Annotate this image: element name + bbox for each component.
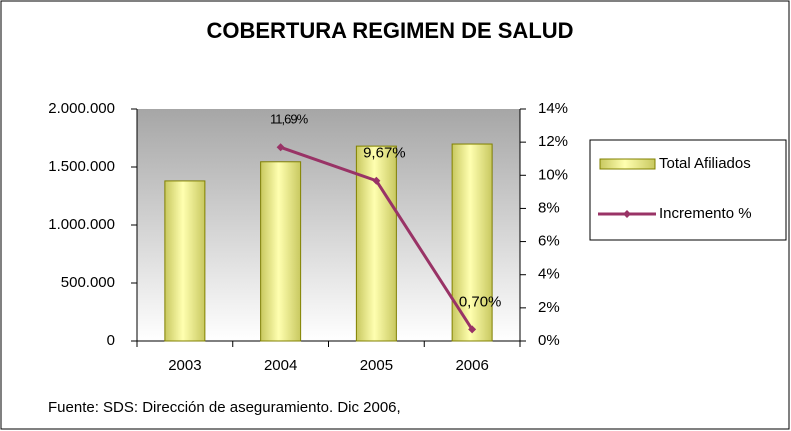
y2-tick-label: 6%	[538, 233, 560, 250]
y2-tick-label: 8%	[538, 199, 560, 216]
y2-tick-label: 10%	[538, 166, 568, 183]
y-tick-label: 0	[107, 332, 115, 349]
source-note: Fuente: SDS: Dirección de aseguramiento.…	[48, 399, 401, 416]
data-label: 0,70%	[459, 293, 502, 310]
legend-box	[589, 139, 787, 241]
x-tick-label: 2004	[264, 357, 297, 374]
bar	[164, 180, 206, 342]
marker	[468, 325, 477, 334]
marker	[276, 143, 285, 152]
x-tick-label: 2006	[455, 357, 488, 374]
y-tick-label: 500.000	[61, 274, 115, 291]
data-label: 9,67%	[363, 145, 406, 162]
y2-tick-label: 12%	[538, 133, 568, 150]
y-tick-label: 2.000.000	[48, 100, 115, 117]
y2-tick-label: 2%	[538, 299, 560, 316]
legend-label: Incremento %	[659, 205, 752, 222]
y2-tick-label: 4%	[538, 266, 560, 283]
bar	[260, 161, 302, 342]
y-tick-label: 1.500.000	[48, 158, 115, 175]
y2-tick-label: 0%	[538, 332, 560, 349]
chart-title: COBERTURA REGIMEN DE SALUD	[206, 18, 573, 43]
legend-marker	[623, 210, 631, 218]
marker	[372, 176, 381, 185]
x-tick-label: 2003	[168, 357, 201, 374]
x-tick-label: 2005	[360, 357, 393, 374]
legend-label: Total Afiliados	[659, 155, 751, 172]
legend-swatch	[599, 158, 656, 170]
y2-tick-label: 14%	[538, 100, 568, 117]
data-label: 11,69%	[270, 112, 309, 127]
y-tick-label: 1.000.000	[48, 216, 115, 233]
bar	[451, 143, 493, 342]
